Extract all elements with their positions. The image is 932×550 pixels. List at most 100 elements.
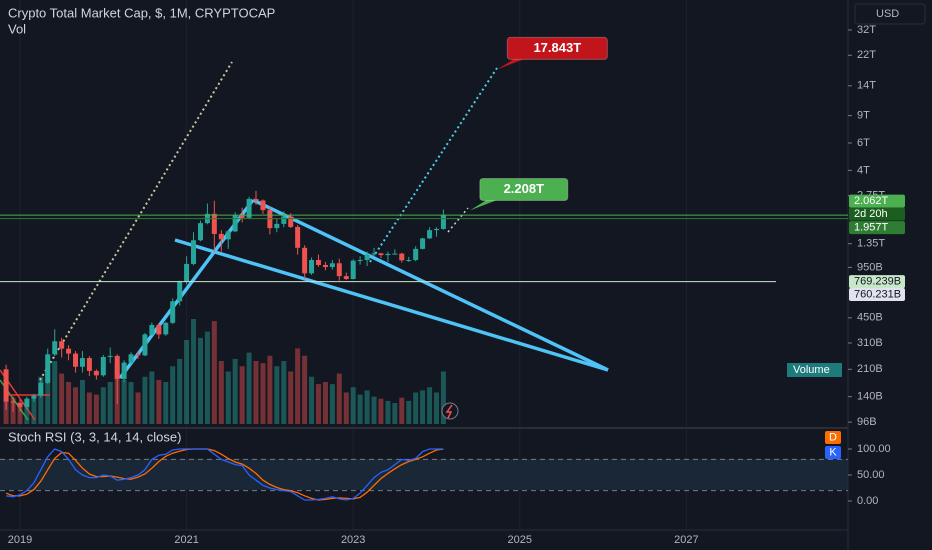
candle-body [66,348,72,354]
chart-title: Crypto Total Market Cap, $, 1M, CRYPTOCA… [8,5,275,20]
volume-bar [399,397,405,424]
candle-body [128,354,134,363]
candle-body [45,354,51,383]
volume-bar [281,361,287,424]
candle-body [420,238,426,249]
candle-body [378,253,384,256]
candle-body [156,324,162,335]
event-icon[interactable] [441,402,459,420]
volume-bar [267,355,273,424]
volume-bar [364,390,370,424]
y-tick-label: 22T [857,49,876,61]
volume-bar [218,361,224,424]
callout-label: 17.843T [533,40,581,55]
candle-body [149,324,155,335]
projection-line [369,67,498,263]
candle-body [177,282,183,302]
volume-bar [302,355,308,424]
candle-body [170,301,176,323]
price-tag [849,194,905,208]
volume-bar [135,392,141,424]
trend-line [174,238,609,372]
candle-body [329,263,335,268]
price-tag-label: 2d 20h [854,208,888,220]
candle-body [392,253,398,255]
volume-bar [260,363,266,424]
volume-bar [315,384,321,424]
candle-body [184,263,190,283]
trend-line [118,198,255,380]
candle-body [218,233,224,240]
candle-body [406,260,412,262]
candle-body [107,355,113,357]
candle-body [274,223,280,229]
candle-body [343,276,349,280]
volume-bar [225,371,231,424]
volume-bar [170,366,176,424]
candle-body [114,355,120,379]
volume-bar [288,371,294,424]
volume-bar [336,373,342,424]
volume-bar [211,321,217,424]
volume-bar [17,403,23,424]
y-tick-label: 310B [857,337,883,349]
candle-body [100,356,106,376]
candle-body [336,263,342,277]
volume-bar [66,382,72,424]
callout-tail [497,59,524,70]
candle-body [38,382,44,396]
volume-bar [156,379,162,424]
volume-bar [440,371,446,424]
volume-bar [142,376,148,424]
volume-bar [246,352,252,424]
candle-body [52,341,58,355]
candle-body [3,369,9,402]
volume-bar [385,400,391,424]
volume-bar [309,376,315,424]
candle-body [413,248,419,261]
x-tick-label: 2027 [674,534,698,546]
currency-button[interactable] [854,3,926,25]
volume-bar [184,340,190,424]
candle-body [17,402,23,408]
volume-bar [413,392,419,424]
callout-label: 2.208T [504,181,545,196]
candle-body [135,354,141,356]
candle-body [281,216,287,224]
rsi-line [5,448,444,501]
indicator-title: Stoch RSI (3, 3, 14, 14, close) [8,429,181,444]
candle-body [302,247,308,274]
price-tag-label: 2.062T [854,195,889,207]
candle-body [24,398,30,408]
volume-bar [59,373,65,424]
volume-bar [100,387,106,424]
volume-bar [371,396,377,424]
candle-body [246,198,252,218]
volume-bar [93,394,99,424]
candle-body [295,226,301,248]
trend-line [252,198,609,372]
volume-bar [239,366,245,424]
x-tick-label: 2023 [341,534,365,546]
candle-body [239,215,245,218]
volume-bar [433,392,439,424]
y-tick-label: 0.00 [857,495,878,507]
y-tick-label: 50.00 [857,469,885,481]
volume-bar [357,394,363,424]
candle-body [385,253,391,256]
y-tick-label: 32T [857,24,876,36]
volume-bar [378,398,384,424]
candle-body [309,260,315,274]
legend-badge [825,446,841,459]
candle-body [232,215,238,232]
volume-badge [787,363,842,377]
y-tick-label: 1.35T [857,238,885,250]
candle-body [211,213,217,234]
volume-bar [31,394,37,424]
volume-bar [86,392,92,424]
volume-bar [204,331,210,424]
candle-body [357,260,363,262]
currency-label: USD [876,8,899,20]
volume-bar [295,348,301,424]
